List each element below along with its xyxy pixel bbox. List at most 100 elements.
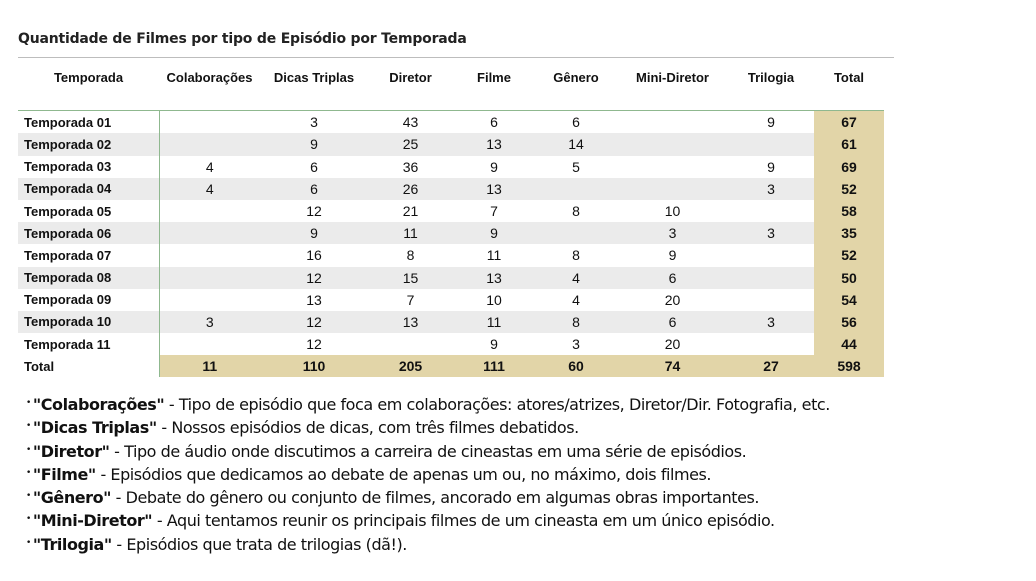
table-cell: 74 [617,355,728,378]
table-cell [728,288,814,311]
table-header-row: Temporada Colaborações Dicas Triplas Direto… [18,66,884,88]
table-cell: 3 [159,310,260,334]
table-cell: 13 [260,288,368,311]
table-cell [617,110,728,134]
row-label: Temporada 08 [18,266,160,289]
table-cell [728,244,814,267]
note-term: "Mini-Diretor" [32,511,153,531]
row-total-cell: 56 [814,310,884,334]
table-cell [368,333,453,356]
row-total-cell: 52 [814,244,884,267]
row-label: Total [18,355,160,378]
note-item: • "Trilogia" - Episódios que trata de tri… [26,532,830,555]
table-cell: 4 [535,288,617,311]
table-cell [617,177,728,200]
table-cell [535,177,617,200]
table-cell [728,133,814,156]
table-cell: 26 [368,177,453,200]
row-total-cell: 58 [814,199,884,223]
table-cell: 3 [535,333,617,356]
note-item: • "Colaborações" - Tipo de episódio que f… [26,392,830,415]
row-label: Temporada 04 [18,177,160,200]
table-cell [617,133,728,156]
note-term: "Filme" [32,464,96,484]
row-total-cell: 35 [814,222,884,245]
table-cell: 9 [617,244,728,267]
column-header[interactable]: Mini-Diretor [636,69,709,85]
column-header[interactable]: Dicas Triplas [273,69,355,85]
table-cell: 6 [535,110,617,134]
row-total-cell: 50 [814,266,884,289]
table-cell [535,222,617,245]
table-cell: 3 [728,177,814,200]
table-cell: 11 [159,355,260,378]
table-cell: 11 [368,222,453,245]
table-cell: 12 [260,333,368,356]
table-cell: 13 [368,310,453,334]
table-title: Quantidade de Filmes por tipo de Episódi… [18,31,467,47]
header-spacer [18,88,884,111]
table-cell [159,110,260,134]
row-label: Temporada 07 [18,244,160,267]
table-cell [159,244,260,267]
table-cell: 15 [368,266,453,289]
column-header[interactable]: Gênero [553,69,599,85]
note-item: • "Mini-Diretor" - Aqui tentamos reunir o… [26,508,830,531]
table-cell: 9 [453,222,535,245]
table-row: Temporada 11 12 9 3 20 44 [18,333,884,356]
table-cell: 4 [159,177,260,200]
column-header[interactable]: Temporada [53,69,124,85]
table-cell: 10 [453,288,535,311]
table-cell: 3 [728,310,814,334]
column-header[interactable]: Filme [477,69,511,85]
note-term: "Gênero" [32,488,112,508]
table-cell: 13 [453,177,535,200]
table-cell: 6 [260,155,368,178]
note-description: - Episódios que dedicamos ao debate de a… [95,464,712,484]
table-cell [159,266,260,289]
bullet-icon: • [26,444,31,455]
table-cell: 9 [453,333,535,356]
table-cell: 3 [728,222,814,245]
column-header[interactable]: Diretor [389,69,432,85]
row-total-cell: 44 [814,333,884,356]
table-cell: 10 [617,199,728,223]
pivot-table: Temporada Colaborações Dicas Triplas Direto… [18,66,884,378]
table-cell: 12 [260,310,368,334]
row-label: Temporada 05 [18,199,160,223]
note-term: "Trilogia" [32,534,112,554]
column-header[interactable]: Trilogia [747,69,795,85]
table-cell: 14 [535,133,617,156]
table-row: Temporada 10 3 12 13 11 8 6 3 56 [18,310,884,334]
table-row: Temporada 04 4 6 26 13 3 52 [18,177,884,200]
row-label: Temporada 01 [18,110,160,134]
table-row: Temporada 02 9 25 13 14 61 [18,133,884,156]
table-cell: 43 [368,110,453,134]
table-cell: 9 [453,155,535,178]
table-cell: 3 [260,110,368,134]
note-item: • "Dicas Triplas" - Nossos episódios de d… [26,415,830,438]
table-cell: 21 [368,199,453,223]
table-cell: 9 [728,110,814,134]
note-term: "Dicas Triplas" [32,418,157,438]
table-row: Temporada 07 16 8 11 8 9 52 [18,244,884,267]
column-header[interactable]: Total [833,69,865,85]
table-cell [159,333,260,356]
table-cell: 6 [617,310,728,334]
bullet-icon: • [26,421,31,432]
table-row: Temporada 01 3 43 6 6 9 67 [18,110,884,134]
table-cell: 12 [260,266,368,289]
table-row: Temporada 09 13 7 10 4 20 54 [18,288,884,311]
table-cell: 27 [728,355,814,378]
total-row: Total 11 110 205 111 60 74 27 598 [18,355,884,378]
table-cell: 13 [453,133,535,156]
bullet-icon: • [26,514,31,525]
table-row: Temporada 06 9 11 9 3 3 35 [18,222,884,245]
bullet-icon: • [26,398,31,408]
table-cell [617,155,728,178]
column-header[interactable]: Colaborações [166,69,253,85]
table-cell: 110 [260,355,368,378]
table-cell: 4 [535,266,617,289]
table-cell [728,333,814,356]
row-total-cell: 54 [814,288,884,311]
